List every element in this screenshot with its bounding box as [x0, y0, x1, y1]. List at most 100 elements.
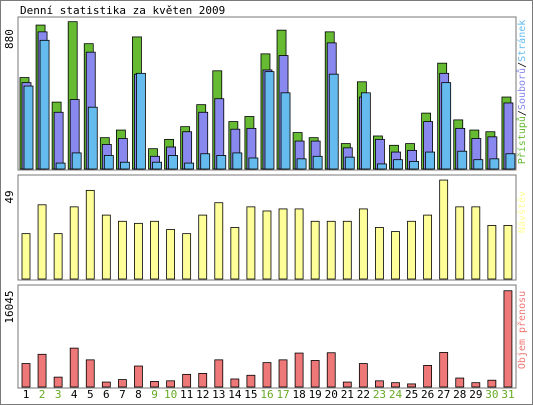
x-tick-label: 4: [71, 388, 78, 401]
bar-navstev: [358, 208, 368, 280]
x-tick-label: 29: [469, 388, 482, 401]
bar-objem: [117, 379, 127, 388]
x-tick-label: 23: [373, 388, 386, 401]
bar-navstev: [117, 220, 127, 280]
bar-stranek: [216, 155, 227, 170]
bar-objem: [310, 360, 320, 388]
bar-stranek: [441, 82, 452, 170]
bar-navstev: [85, 189, 95, 280]
x-tick-label: 11: [180, 388, 193, 401]
x-tick-label: 3: [55, 388, 62, 401]
bar-stranek: [119, 161, 130, 170]
bar-objem: [37, 353, 47, 388]
bar-stranek: [296, 158, 307, 170]
bar-stranek: [39, 39, 50, 170]
bar-navstev: [214, 202, 224, 280]
bar-objem: [278, 359, 288, 388]
bar-navstev: [150, 220, 159, 280]
x-tick-label: 14: [228, 388, 242, 401]
bar-objem: [407, 383, 416, 388]
bar-stranek: [393, 159, 403, 170]
x-tick-label: 7: [119, 388, 126, 401]
x-tick-label: 20: [325, 388, 338, 401]
bar-navstev: [37, 204, 47, 280]
bar-souboru: [53, 111, 64, 170]
bar-stranek: [168, 155, 178, 170]
y-max-label-middle: 49: [3, 190, 16, 203]
x-tick-label: 19: [309, 388, 322, 401]
bar-navstev: [246, 206, 256, 280]
bar-stranek: [200, 153, 211, 170]
y-max-label-bottom: 16045: [3, 290, 16, 323]
bar-stranek: [136, 72, 146, 170]
bar-navstev: [310, 220, 320, 280]
x-tick-label: 16: [260, 388, 273, 401]
bar-stranek: [409, 160, 419, 170]
x-tick-label: 21: [341, 388, 354, 401]
bar-objem: [262, 362, 272, 388]
bar-stranek: [344, 156, 355, 170]
bar-stranek: [87, 106, 98, 170]
legend-top-part: Souborů: [516, 68, 528, 110]
bar-stranek: [425, 151, 436, 170]
x-tick-label: 30: [485, 388, 498, 401]
x-tick-label: 12: [196, 388, 209, 401]
bar-objem: [182, 373, 192, 388]
x-tick-label: 27: [437, 388, 450, 401]
bar-stranek: [505, 153, 516, 170]
bar-objem: [150, 381, 159, 388]
bar-stranek: [489, 158, 500, 170]
bar-stranek: [312, 155, 323, 170]
chart-title: Denní statistika za květen 2009: [20, 4, 225, 17]
x-tick-label: 17: [276, 388, 289, 401]
bar-objem: [230, 378, 240, 388]
x-tick-label: 22: [357, 388, 370, 401]
legend-top-part: Stránek: [516, 20, 528, 62]
bar-objem: [423, 365, 433, 388]
x-tick-label: 15: [244, 388, 257, 401]
bar-objem: [69, 347, 79, 388]
bar-objem: [246, 374, 256, 388]
bar-objem: [342, 381, 352, 388]
bar-navstev: [326, 220, 336, 280]
bar-stranek: [152, 161, 162, 170]
bar-navstev: [278, 208, 288, 280]
bar-stranek: [184, 162, 195, 170]
legend-middle: Návštěv: [516, 191, 528, 233]
legend-bottom: Objem přenosu: [516, 291, 528, 369]
bar-navstev: [53, 233, 63, 280]
bar-navstev: [391, 231, 400, 280]
bar-objem: [166, 380, 175, 388]
bar-stranek: [457, 150, 468, 170]
bar-objem: [503, 290, 513, 388]
bar-navstev: [134, 222, 143, 280]
bar-objem: [439, 352, 449, 388]
bar-stranek: [328, 73, 339, 170]
x-tick-label: 13: [212, 388, 225, 401]
bar-objem: [214, 359, 224, 388]
bar-stranek: [248, 157, 259, 170]
legend-top-part: /: [517, 110, 528, 116]
bar-objem: [85, 359, 95, 388]
bar-objem: [471, 382, 481, 388]
bar-navstev: [166, 229, 175, 280]
bar-navstev: [262, 210, 272, 280]
bar-navstev: [487, 225, 497, 280]
bar-navstev: [471, 206, 481, 280]
bar-objem: [294, 352, 304, 388]
x-tick-label: 5: [87, 388, 94, 401]
x-tick-label: 2: [39, 388, 46, 401]
bar-objem: [391, 382, 400, 388]
bar-navstev: [182, 233, 192, 280]
bar-stranek: [103, 155, 114, 170]
bar-navstev: [342, 220, 352, 280]
bar-objem: [53, 376, 63, 388]
bar-objem: [375, 380, 384, 388]
bar-stranek: [264, 71, 275, 170]
bar-stranek: [360, 92, 371, 170]
bar-navstev: [455, 206, 465, 280]
bar-navstev: [423, 214, 433, 280]
bar-objem: [358, 363, 368, 388]
